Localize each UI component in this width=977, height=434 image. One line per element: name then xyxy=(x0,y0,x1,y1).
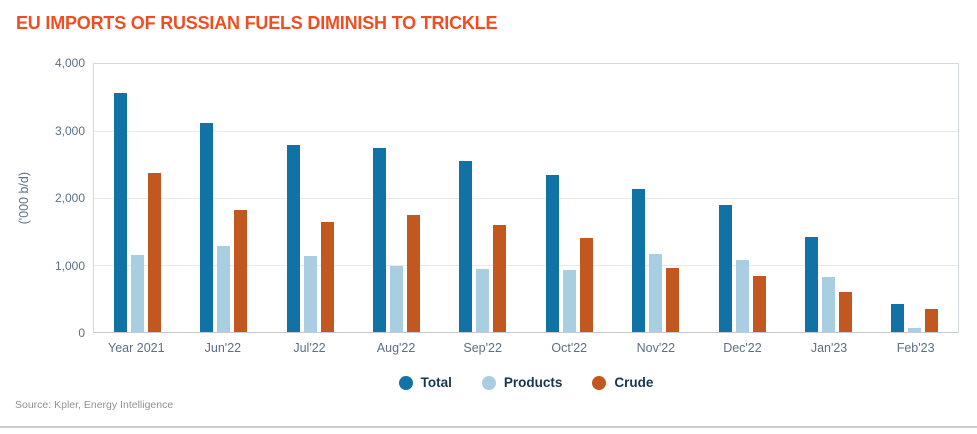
plot-area xyxy=(93,63,959,333)
x-tick-label: Jun'22 xyxy=(204,341,242,355)
gridline-2000 xyxy=(94,198,958,199)
legend-label: Total xyxy=(420,375,452,390)
bar-crude xyxy=(579,238,593,332)
bar-crude xyxy=(147,173,161,332)
bottom-divider xyxy=(0,426,977,428)
gridline-1000 xyxy=(94,265,958,266)
bar-groups xyxy=(94,64,958,332)
y-tick-label: 0 xyxy=(78,326,85,340)
source-credit: Source: Kpler, Energy Intelligence xyxy=(15,399,174,411)
bar-group xyxy=(785,64,871,332)
y-tick-label: 2,000 xyxy=(54,191,85,205)
x-tick-label: Sep'22 xyxy=(463,341,502,355)
bar-products xyxy=(217,246,231,332)
bar-crude xyxy=(838,292,852,332)
bar-products xyxy=(389,266,403,332)
bar-group xyxy=(612,64,698,332)
legend-item-products: Products xyxy=(481,375,563,390)
bar-group xyxy=(440,64,526,332)
y-tick-label: 3,000 xyxy=(54,123,85,138)
y-axis-ticks: 4,000 3,000 2,000 1,000 0 xyxy=(30,56,85,340)
x-tick-label: Jul'22 xyxy=(293,341,326,355)
bar-products xyxy=(735,260,749,332)
y-tick-label: 1,000 xyxy=(54,258,85,273)
bar-crude xyxy=(752,276,766,332)
bar-group xyxy=(267,64,353,332)
bar-group xyxy=(872,64,958,332)
bar-total xyxy=(545,175,559,332)
bar-crude xyxy=(493,225,507,332)
bar-crude xyxy=(666,268,680,332)
bar-products xyxy=(303,256,317,332)
bar-total xyxy=(632,189,646,332)
legend-swatch-products xyxy=(481,375,496,390)
legend-swatch-crude xyxy=(592,375,607,390)
bar-total xyxy=(372,148,386,332)
bar-total xyxy=(718,205,732,332)
bar-total xyxy=(200,123,214,332)
chart-title: EU IMPORTS OF RUSSIAN FUELS DIMINISH TO … xyxy=(16,13,498,33)
legend-label: Products xyxy=(503,375,563,390)
x-tick-label: Year 2021 xyxy=(108,341,165,355)
bar-total xyxy=(459,161,473,332)
bar-group xyxy=(94,64,180,332)
bar-products xyxy=(821,277,835,332)
gridline-3000 xyxy=(94,131,958,132)
bar-products xyxy=(908,328,922,332)
bar-total xyxy=(804,237,818,332)
bar-crude xyxy=(234,210,248,332)
x-tick-label: Oct'22 xyxy=(551,341,588,355)
x-tick-label: Nov'22 xyxy=(636,341,676,355)
bar-group xyxy=(526,64,612,332)
bar-total xyxy=(891,304,905,332)
bar-group xyxy=(353,64,439,332)
x-tick-label: Aug'22 xyxy=(376,341,416,355)
y-tick-label: 4,000 xyxy=(54,56,85,70)
bar-products xyxy=(562,270,576,332)
legend: Total Products Crude xyxy=(93,375,959,390)
bar-group xyxy=(699,64,785,332)
bar-crude xyxy=(406,215,420,332)
bar-group xyxy=(180,64,266,332)
x-tick-label: Feb'23 xyxy=(896,341,935,355)
bar-products xyxy=(130,255,144,332)
x-tick-label: Dec'22 xyxy=(723,341,762,355)
legend-item-total: Total xyxy=(398,375,452,390)
x-tick-label: Jan'23 xyxy=(810,341,848,355)
bar-products xyxy=(476,269,490,332)
bar-total xyxy=(286,145,300,332)
legend-swatch-total xyxy=(398,375,413,390)
bar-total xyxy=(113,93,127,332)
bar-crude xyxy=(925,309,939,332)
legend-item-crude: Crude xyxy=(592,375,653,390)
legend-label: Crude xyxy=(614,375,654,390)
x-axis-labels: Year 2021 Jun'22 Jul'22 Aug'22 Sep'22 Oct'22 N… xyxy=(93,341,959,355)
bar-products xyxy=(649,254,663,332)
bar-crude xyxy=(320,222,334,332)
